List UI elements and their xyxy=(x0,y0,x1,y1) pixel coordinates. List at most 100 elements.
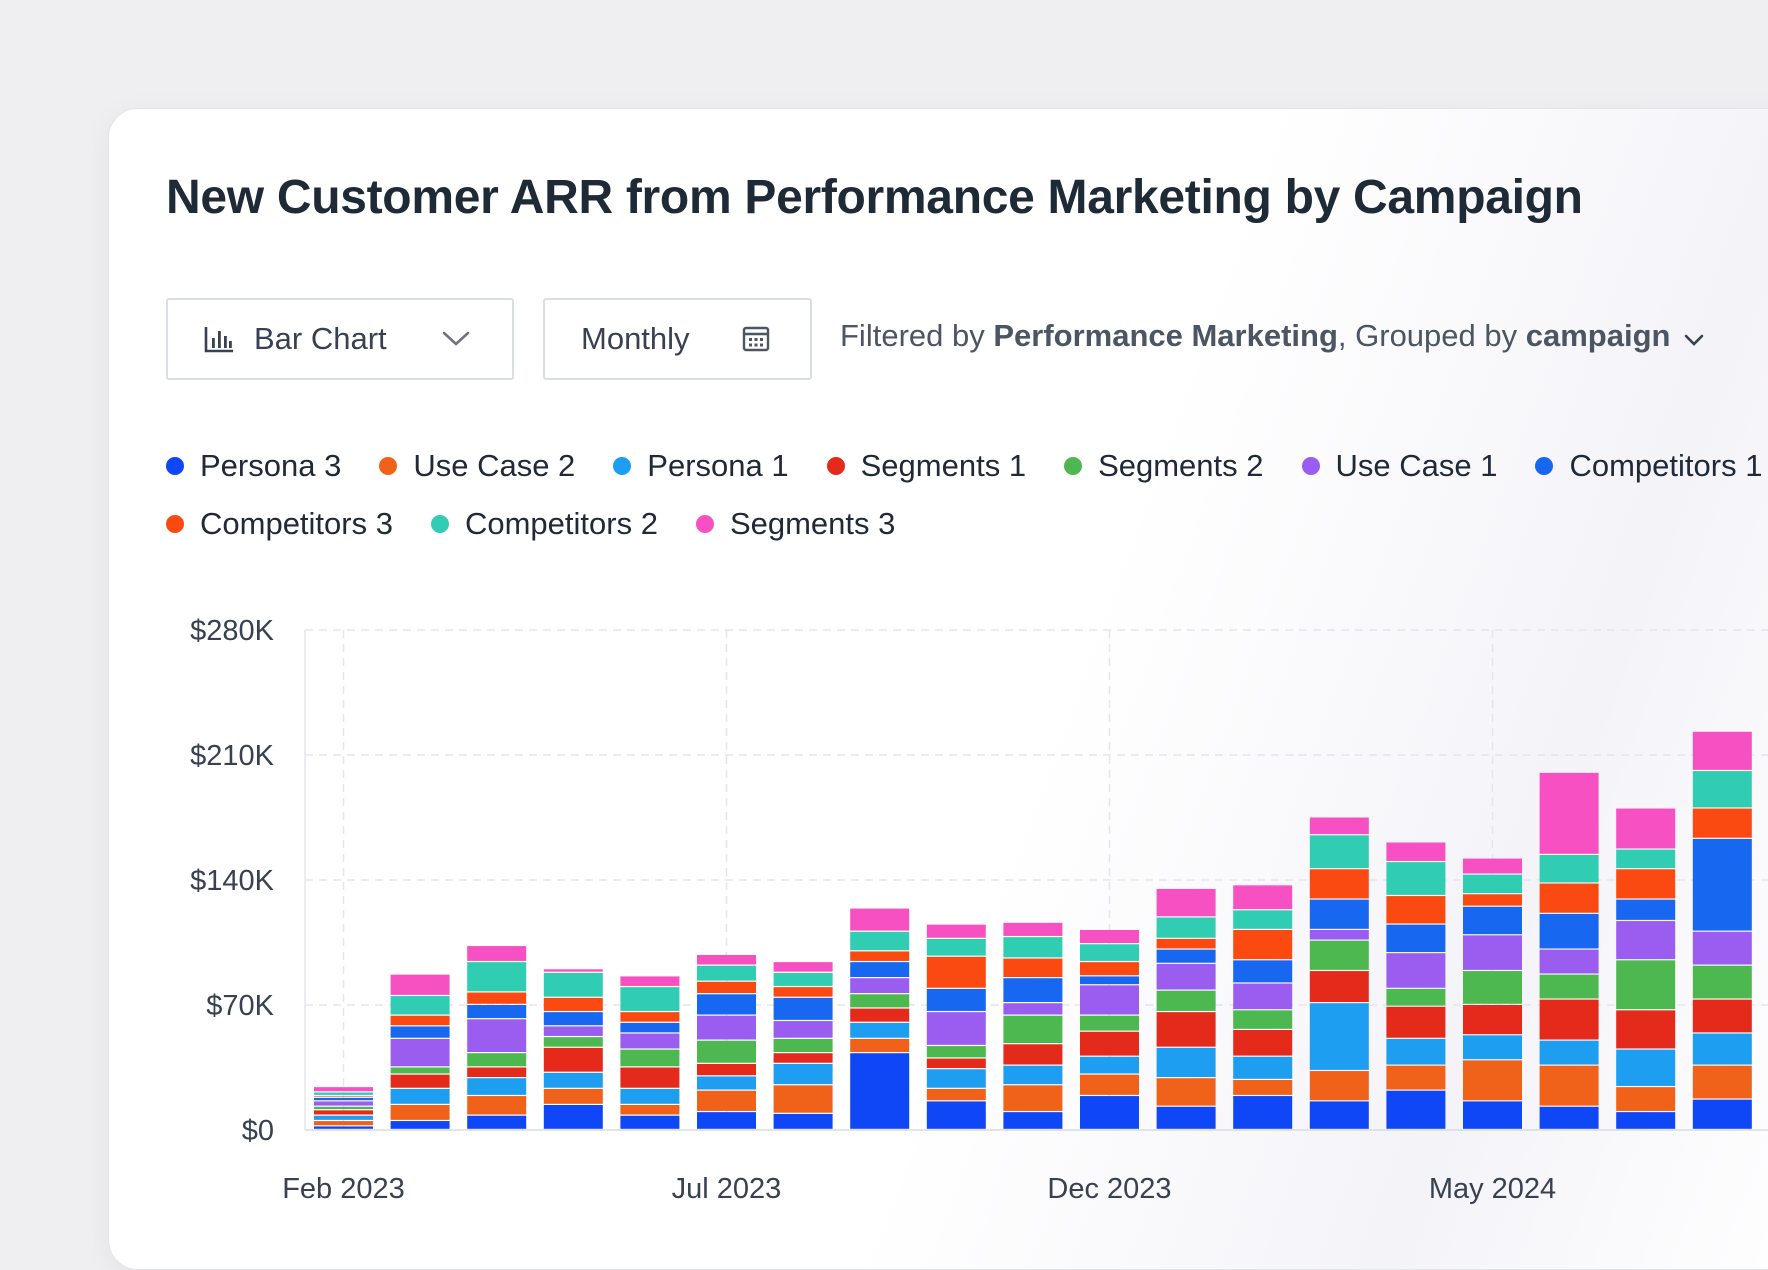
bar-segment[interactable] xyxy=(926,1101,986,1129)
bar-segment[interactable] xyxy=(1156,1078,1216,1106)
period-select[interactable]: Monthly xyxy=(543,298,812,380)
bar-segment[interactable] xyxy=(390,1121,450,1129)
bar-segment[interactable] xyxy=(1080,1031,1139,1056)
bar-segment[interactable] xyxy=(926,1088,986,1101)
bar-segment[interactable] xyxy=(1309,1071,1369,1101)
bar-segment[interactable] xyxy=(1003,1015,1063,1044)
bar-segment[interactable] xyxy=(1233,930,1293,960)
bar-segment[interactable] xyxy=(390,1088,450,1104)
bar-segment[interactable] xyxy=(620,1105,680,1115)
bar-segment[interactable] xyxy=(1539,949,1599,974)
bar-segment[interactable] xyxy=(697,955,756,965)
bar-segment[interactable] xyxy=(697,994,756,1015)
bar-segment[interactable] xyxy=(467,1067,527,1078)
bar-segment[interactable] xyxy=(543,1072,603,1088)
bar-segment[interactable] xyxy=(1616,869,1676,899)
bar-segment[interactable] xyxy=(620,976,680,986)
bar-segment[interactable] xyxy=(314,1106,373,1110)
bar-segment[interactable] xyxy=(1616,1112,1676,1129)
bar-segment[interactable] xyxy=(467,1078,527,1095)
bar-segment[interactable] xyxy=(697,965,756,981)
bar-segment[interactable] xyxy=(1616,1010,1676,1049)
bar-segment[interactable] xyxy=(1309,930,1369,940)
bar-segment[interactable] xyxy=(926,1012,986,1045)
bar-segment[interactable] xyxy=(850,908,910,931)
legend-item[interactable]: Competitors 2 xyxy=(430,506,658,542)
bar-segment[interactable] xyxy=(390,974,450,995)
bar-segment[interactable] xyxy=(1233,1056,1293,1079)
bar-segment[interactable] xyxy=(620,987,680,1011)
bar-segment[interactable] xyxy=(1080,1015,1139,1031)
bar-segment[interactable] xyxy=(467,1019,527,1053)
bar-segment[interactable] xyxy=(1233,1096,1293,1129)
bar-segment[interactable] xyxy=(1309,869,1369,899)
bar-segment[interactable] xyxy=(620,1067,680,1088)
bar-segment[interactable] xyxy=(1692,1099,1752,1129)
bar-segment[interactable] xyxy=(850,1038,910,1053)
bar-segment[interactable] xyxy=(850,1022,910,1038)
bar-segment[interactable] xyxy=(1233,1030,1293,1056)
bar-segment[interactable] xyxy=(314,1121,373,1126)
bar-segment[interactable] xyxy=(1692,808,1752,838)
bar-segment[interactable] xyxy=(620,1012,680,1022)
bar-segment[interactable] xyxy=(773,997,833,1020)
bar-segment[interactable] xyxy=(1463,874,1522,894)
bar-segment[interactable] xyxy=(1233,1010,1293,1029)
bar-segment[interactable] xyxy=(467,1115,527,1129)
bar-segment[interactable] xyxy=(1156,917,1216,938)
bar-segment[interactable] xyxy=(1692,999,1752,1033)
bar-segment[interactable] xyxy=(1386,862,1446,895)
bar-segment[interactable] xyxy=(1539,772,1599,854)
bar-segment[interactable] xyxy=(1003,1085,1063,1111)
legend-item[interactable]: Segments 2 xyxy=(1064,448,1264,484)
bar-segment[interactable] xyxy=(1080,930,1139,944)
bar-segment[interactable] xyxy=(697,1015,756,1040)
bar-segment[interactable] xyxy=(390,1105,450,1120)
bar-segment[interactable] xyxy=(390,1067,450,1074)
bar-segment[interactable] xyxy=(1539,1040,1599,1065)
bar-segment[interactable] xyxy=(620,1049,680,1067)
bar-segment[interactable] xyxy=(543,1037,603,1047)
bar-segment[interactable] xyxy=(697,981,756,994)
bar-segment[interactable] xyxy=(1080,944,1139,961)
legend-item[interactable]: Use Case 1 xyxy=(1301,448,1497,484)
legend-item[interactable]: Persona 3 xyxy=(166,448,341,484)
bar-segment[interactable] xyxy=(1309,1003,1369,1070)
bar-segment[interactable] xyxy=(1156,888,1216,917)
bar-segment[interactable] xyxy=(1156,938,1216,949)
bar-segment[interactable] xyxy=(1692,771,1752,808)
bar-segment[interactable] xyxy=(926,938,986,956)
bar-segment[interactable] xyxy=(773,987,833,997)
bar-segment[interactable] xyxy=(1233,885,1293,910)
legend-item[interactable]: Segments 1 xyxy=(826,448,1026,484)
bar-segment[interactable] xyxy=(1003,978,1063,1003)
bar-segment[interactable] xyxy=(1080,985,1139,1015)
bar-segment[interactable] xyxy=(1616,899,1676,920)
bar-segment[interactable] xyxy=(1616,1087,1676,1111)
bar-segment[interactable] xyxy=(1003,1112,1063,1129)
bar-segment[interactable] xyxy=(1463,906,1522,935)
bar-segment[interactable] xyxy=(1616,808,1676,849)
bar-segment[interactable] xyxy=(467,1053,527,1067)
bar-segment[interactable] xyxy=(314,1096,373,1097)
legend-item[interactable]: Persona 1 xyxy=(613,448,789,484)
bar-segment[interactable] xyxy=(1309,940,1369,970)
bar-segment[interactable] xyxy=(467,992,527,1004)
bar-segment[interactable] xyxy=(543,1088,603,1104)
bar-segment[interactable] xyxy=(1003,937,1063,958)
bar-segment[interactable] xyxy=(1463,935,1522,970)
bar-segment[interactable] xyxy=(1539,913,1599,949)
bar-segment[interactable] xyxy=(697,1063,756,1076)
bar-segment[interactable] xyxy=(850,994,910,1008)
bar-segment[interactable] xyxy=(1309,899,1369,929)
bar-segment[interactable] xyxy=(1463,858,1522,874)
bar-segment[interactable] xyxy=(620,1022,680,1033)
bar-segment[interactable] xyxy=(467,1096,527,1115)
legend-item[interactable]: Competitors 3 xyxy=(166,506,393,542)
bar-segment[interactable] xyxy=(697,1112,756,1129)
bar-segment[interactable] xyxy=(1463,1005,1522,1035)
bar-segment[interactable] xyxy=(1386,842,1446,861)
bar-segment[interactable] xyxy=(926,1058,986,1069)
bar-segment[interactable] xyxy=(314,1110,373,1115)
bar-segment[interactable] xyxy=(1692,931,1752,965)
